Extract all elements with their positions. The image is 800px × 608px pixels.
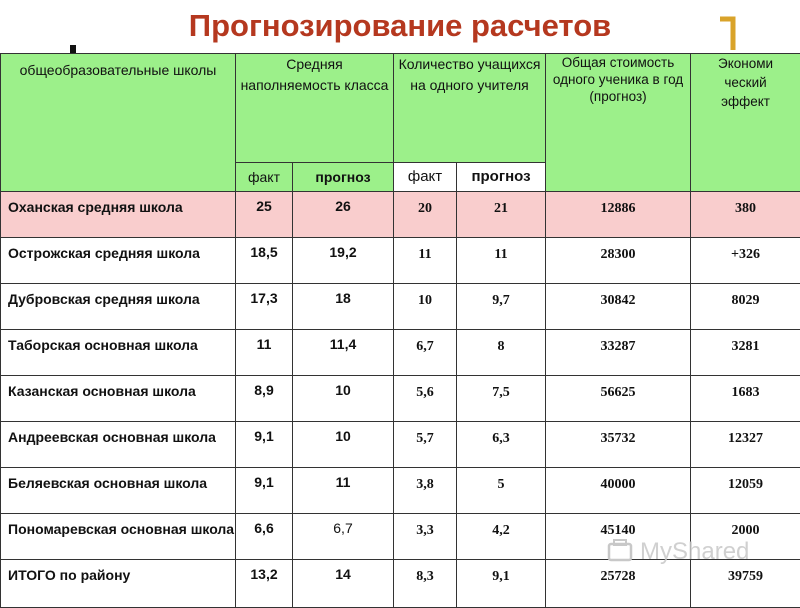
students-fact: 5,7 — [394, 422, 457, 468]
class-fact: 17,3 — [236, 284, 293, 330]
class-forecast: 10 — [293, 376, 394, 422]
students-fact: 3,8 — [394, 468, 457, 514]
class-forecast: 11 — [293, 468, 394, 514]
students-forecast: 8 — [457, 330, 546, 376]
table-row: Андреевская основная школа 9,1 10 5,7 6,… — [1, 422, 800, 468]
subheader-students-forecast: прогноз — [457, 162, 546, 192]
class-fact: 11 — [236, 330, 293, 376]
cost-value: 35732 — [546, 422, 691, 468]
students-fact: 3,3 — [394, 514, 457, 560]
students-forecast: 6,3 — [457, 422, 546, 468]
watermark-icon — [606, 538, 634, 564]
students-fact: 6,7 — [394, 330, 457, 376]
effect-value: 8029 — [691, 284, 800, 330]
class-fact: 9,1 — [236, 422, 293, 468]
school-name: Пономаревская основная школа — [1, 514, 236, 560]
students-fact: 20 — [394, 192, 457, 238]
class-fact: 18,5 — [236, 238, 293, 284]
students-forecast: 9,7 — [457, 284, 546, 330]
school-name: Беляевская основная школа — [1, 468, 236, 514]
class-fact: 9,1 — [236, 468, 293, 514]
table-row: ИТОГО по району 13,2 14 8,3 9,1 25728 39… — [1, 560, 800, 608]
students-fact: 11 — [394, 238, 457, 284]
class-forecast: 11,4 — [293, 330, 394, 376]
school-name: Казанская основная школа — [1, 376, 236, 422]
students-forecast: 4,2 — [457, 514, 546, 560]
class-fact: 25 — [236, 192, 293, 238]
cost-value: 25728 — [546, 560, 691, 608]
table-row: Казанская основная школа 8,9 10 5,6 7,5 … — [1, 376, 800, 422]
students-forecast: 5 — [457, 468, 546, 514]
students-fact: 10 — [394, 284, 457, 330]
watermark-text: MyShared — [640, 538, 749, 566]
students-forecast: 7,5 — [457, 376, 546, 422]
effect-value: 3281 — [691, 330, 800, 376]
effect-value: 1683 — [691, 376, 800, 422]
effect-value: 380 — [691, 192, 800, 238]
school-name: Дубровская средняя школа — [1, 284, 236, 330]
class-forecast: 6,7 — [293, 514, 394, 560]
cost-value: 28300 — [546, 238, 691, 284]
cost-value: 12886 — [546, 192, 691, 238]
table-row: Таборская основная школа 11 11,4 6,7 8 3… — [1, 330, 800, 376]
table-row: Оханская средняя школа 25 26 20 21 12886… — [1, 192, 800, 238]
school-name: Андреевская основная школа — [1, 422, 236, 468]
cost-value: 33287 — [546, 330, 691, 376]
class-forecast: 18 — [293, 284, 394, 330]
header-cost-per-student: Общая стоимость одного ученика в год (пр… — [546, 54, 691, 192]
students-forecast: 9,1 — [457, 560, 546, 608]
class-forecast: 19,2 — [293, 238, 394, 284]
effect-value: 12327 — [691, 422, 800, 468]
header-students-per-teacher: Количество учащихся на одного учителя — [394, 54, 546, 163]
school-name: ИТОГО по району — [1, 560, 236, 608]
effect-value: +326 — [691, 238, 800, 284]
bracket-decoration — [718, 16, 736, 52]
class-fact: 6,6 — [236, 514, 293, 560]
students-fact: 8,3 — [394, 560, 457, 608]
header-class-size: Средняя наполняемость класса — [236, 54, 394, 163]
cost-value: 30842 — [546, 284, 691, 330]
table-row: Беляевская основная школа 9,1 11 3,8 5 4… — [1, 468, 800, 514]
school-name: Таборская основная школа — [1, 330, 236, 376]
effect-value: 12059 — [691, 468, 800, 514]
subheader-students-fact: факт — [394, 162, 457, 192]
class-forecast: 26 — [293, 192, 394, 238]
forecast-table: общеобразовательные школы Средняя наполн… — [0, 53, 800, 608]
effect-value: 39759 — [691, 560, 800, 608]
class-fact: 8,9 — [236, 376, 293, 422]
header-economic-effect: Экономи ческий эффект — [691, 54, 800, 192]
table-row: Дубровская средняя школа 17,3 18 10 9,7 … — [1, 284, 800, 330]
header-schools: общеобразовательные школы — [1, 54, 236, 192]
school-name: Оханская средняя школа — [1, 192, 236, 238]
cost-value: 56625 — [546, 376, 691, 422]
subheader-class-forecast: прогноз — [293, 162, 394, 192]
students-forecast: 11 — [457, 238, 546, 284]
page-title: Прогнозирование расчетов — [0, 8, 800, 44]
class-forecast: 14 — [293, 560, 394, 608]
class-fact: 13,2 — [236, 560, 293, 608]
subheader-class-fact: факт — [236, 162, 293, 192]
students-forecast: 21 — [457, 192, 546, 238]
cost-value: 40000 — [546, 468, 691, 514]
class-forecast: 10 — [293, 422, 394, 468]
table-row: Острожская средняя школа 18,5 19,2 11 11… — [1, 238, 800, 284]
school-name: Острожская средняя школа — [1, 238, 236, 284]
students-fact: 5,6 — [394, 376, 457, 422]
